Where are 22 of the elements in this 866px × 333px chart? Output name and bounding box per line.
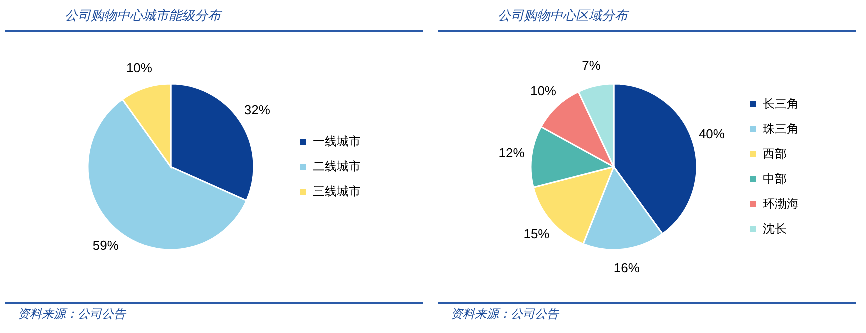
data-label: 12% xyxy=(498,146,526,161)
legend-label: 中部 xyxy=(763,172,787,186)
text: 资料来源：公司公告 xyxy=(451,307,560,321)
data-label: 7% xyxy=(582,58,602,73)
legend-label: 长三角 xyxy=(763,96,799,111)
legend-label: 环渤海 xyxy=(763,196,799,211)
data-label: 15% xyxy=(524,226,550,242)
data-label: 59% xyxy=(92,238,120,254)
chart-title: 公司购物中心城市能级分布 xyxy=(65,8,223,24)
text: 资料来源：公司公告 xyxy=(18,307,127,321)
legend-label: 西部 xyxy=(763,146,787,161)
data-label: 40% xyxy=(698,126,726,142)
legend-label: 一线城市 xyxy=(313,134,361,148)
chart-title: 公司购物中心区域分布 xyxy=(498,8,630,24)
legend-label: 二线城市 xyxy=(313,159,361,174)
data-label: 16% xyxy=(614,260,640,276)
legend-label: 珠三角 xyxy=(763,122,799,136)
legend-label: 三线城市 xyxy=(313,184,361,198)
legend-label: 沈长 xyxy=(763,222,787,236)
data-label: 10% xyxy=(126,60,153,76)
data-label: 32% xyxy=(244,102,271,118)
data-label: 10% xyxy=(530,83,557,98)
